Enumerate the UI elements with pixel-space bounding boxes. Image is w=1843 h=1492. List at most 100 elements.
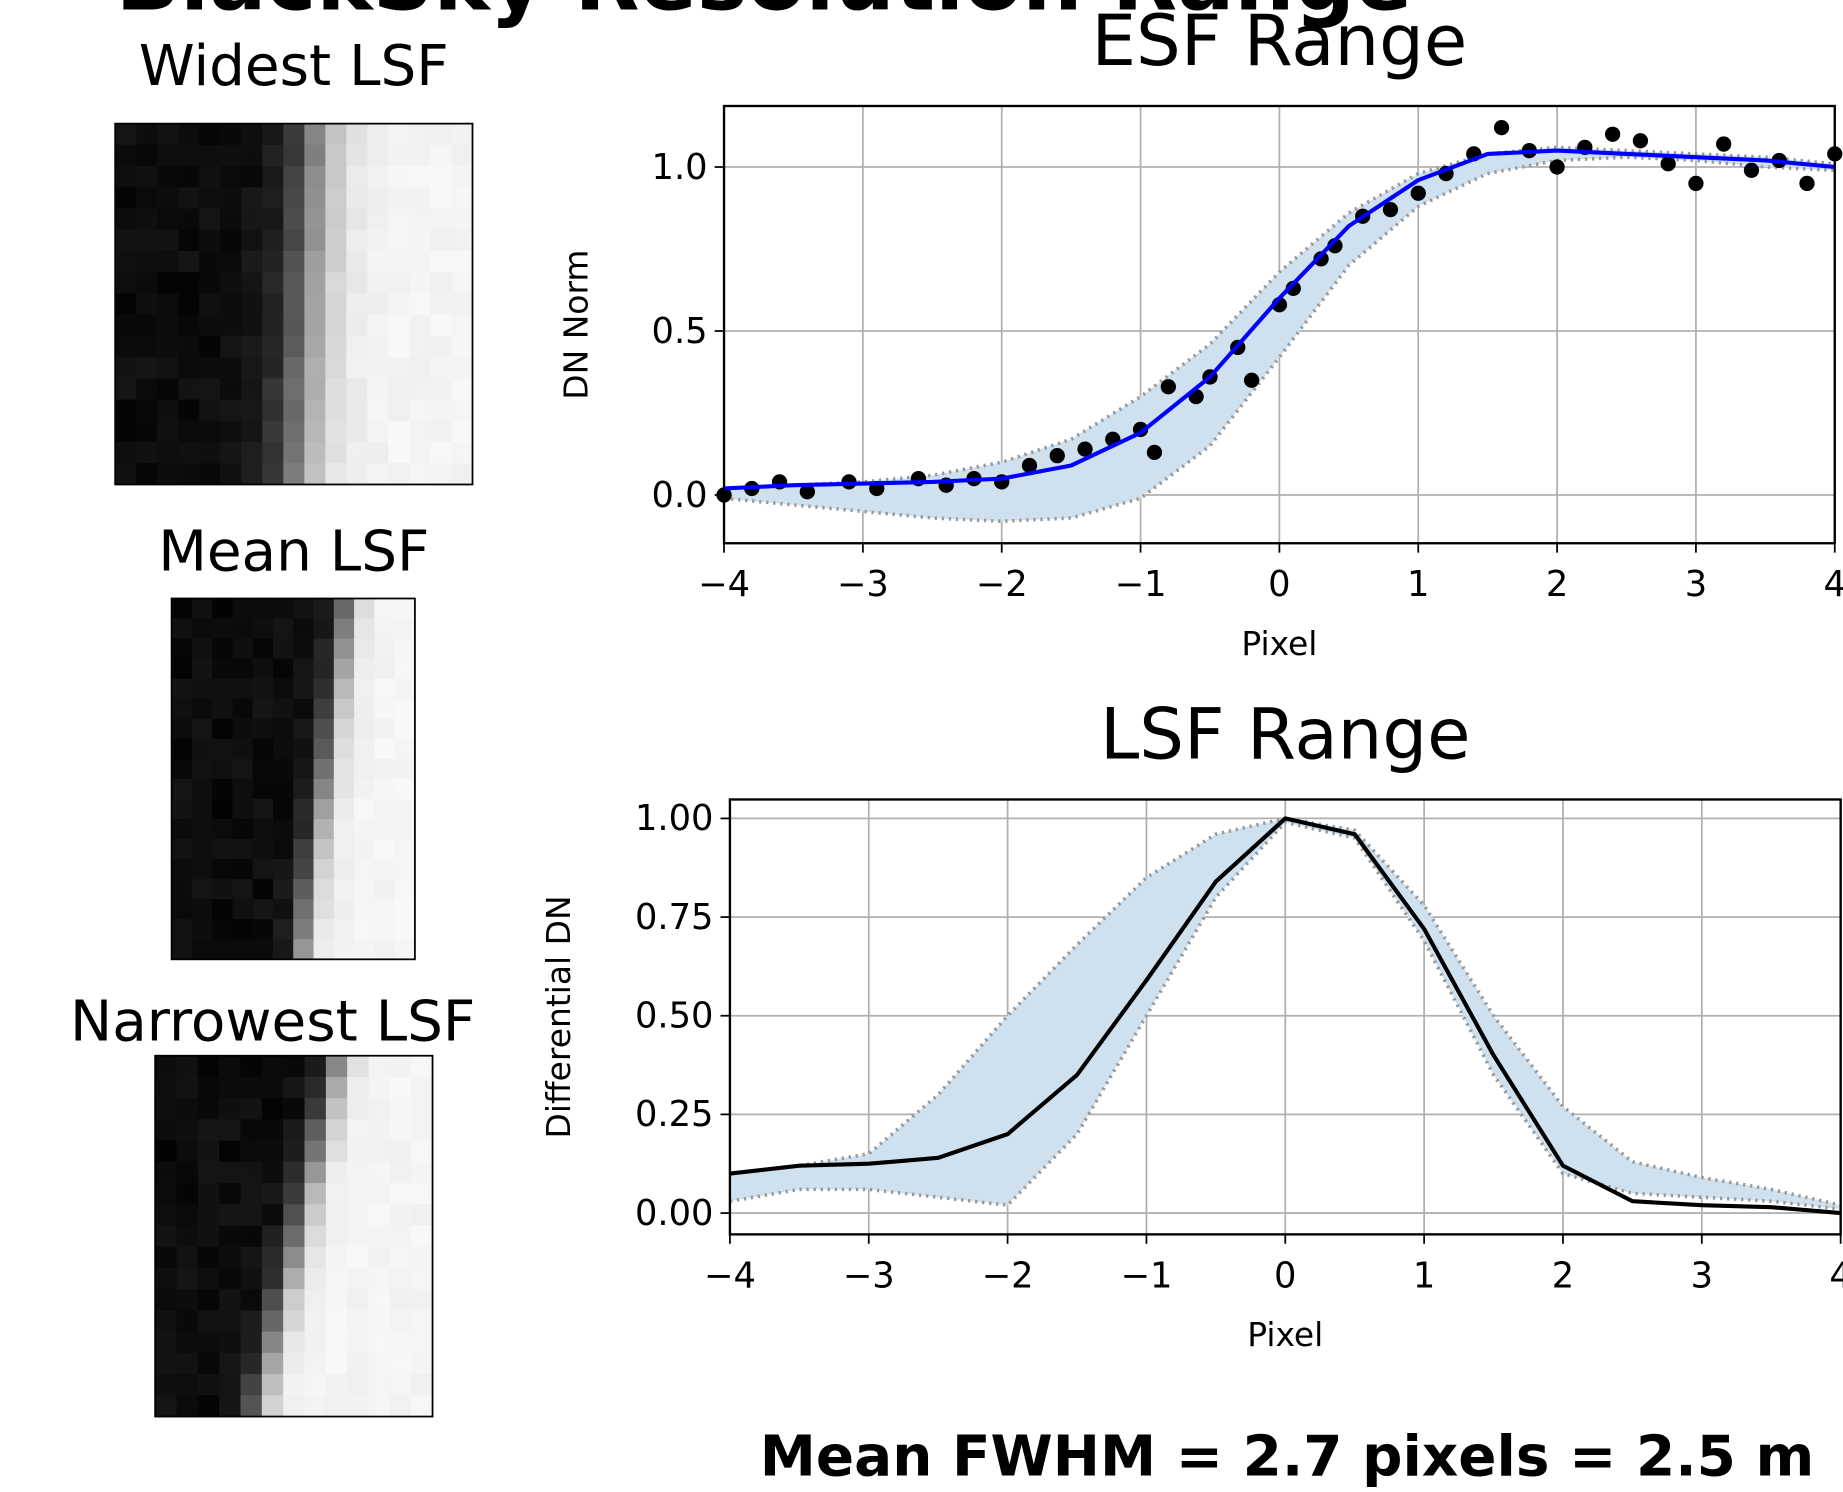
x-tick-label: 4 [1829,1255,1843,1296]
pixel [241,442,263,464]
pixel [240,1119,263,1142]
pixel [212,698,234,720]
pixel [367,166,390,188]
pixel [346,166,368,188]
pixel [199,123,221,146]
pixel [220,293,242,316]
pixel [411,1395,434,1418]
pixel [367,187,390,210]
pixel [389,1204,412,1227]
pixel [293,778,315,800]
pixel [220,357,242,379]
pixel [389,1140,412,1163]
pixel [388,463,411,486]
pixel [157,166,179,188]
pixel [232,839,254,860]
data-point [1799,175,1815,192]
pixel [451,357,474,379]
pixel [430,293,453,316]
pixel [252,658,274,680]
pixel [389,1183,412,1205]
pixel [115,357,137,379]
pixel [325,229,347,252]
pixel [451,123,474,146]
pixel [176,1183,199,1205]
pixel [313,939,335,960]
data-point [1382,202,1399,218]
pixel [178,420,200,443]
pixel [136,463,158,486]
pixel [219,1310,242,1333]
pixel [155,1204,178,1227]
pixel [191,859,213,880]
pixel [333,758,355,780]
pixel [197,1204,220,1227]
pixel [346,314,368,337]
pixel [199,166,221,188]
pixel [347,1140,370,1163]
footer: Mean FWHM = 2.7 pixels = 2.5 m [760,1424,1815,1489]
pixel [219,1289,242,1312]
pixel [136,378,158,401]
pixel [409,293,432,316]
pixel [313,618,335,640]
pixel [178,463,200,486]
pixel [283,463,305,486]
pixel [347,1055,370,1078]
pixel [241,293,263,316]
pixel [347,1119,370,1142]
edge-images [114,122,474,1418]
x-tick-label: −2 [982,1255,1034,1296]
pixel [136,208,158,231]
pixel [115,420,137,443]
pixel [368,1119,391,1142]
pixel [157,144,179,167]
pixel [367,293,390,316]
pixel [176,1076,199,1099]
pixel [115,335,137,358]
pixel [212,758,234,780]
pixel [155,1225,178,1248]
pixel [347,1374,370,1396]
pixel [354,718,375,740]
pixel [197,1183,220,1205]
data-point [1285,280,1301,297]
x-tick-label: 3 [1685,564,1707,605]
pixel [219,1267,242,1290]
band-area [724,147,1835,522]
pixel [333,738,355,760]
pixel [409,166,432,188]
pixel [409,314,432,337]
pixel [155,1246,178,1269]
pixel [220,229,242,252]
pixel [240,1331,263,1354]
pixel [304,1331,327,1354]
pixel [240,1140,263,1163]
pixel [374,658,396,680]
pixel [313,638,335,660]
pixel [136,420,158,443]
pixel [197,1331,220,1354]
pixel [178,250,200,273]
pixel [346,293,368,316]
pixel [176,1246,199,1269]
pixel [430,357,453,379]
pixel [313,859,335,880]
pixel [430,314,453,337]
pixel [389,1352,412,1375]
pixel [212,819,234,840]
pixel [241,144,263,167]
pixel [232,879,254,900]
pixel [325,399,347,422]
pixel [367,144,390,167]
pixel [409,357,432,379]
pixel [272,879,294,900]
pixel [411,1289,434,1312]
pixel [411,1267,434,1290]
pixel [293,758,315,780]
pixel [262,272,284,295]
pixel [451,187,474,210]
pixel [293,859,315,880]
pixel [115,123,137,146]
pixel [394,939,416,960]
